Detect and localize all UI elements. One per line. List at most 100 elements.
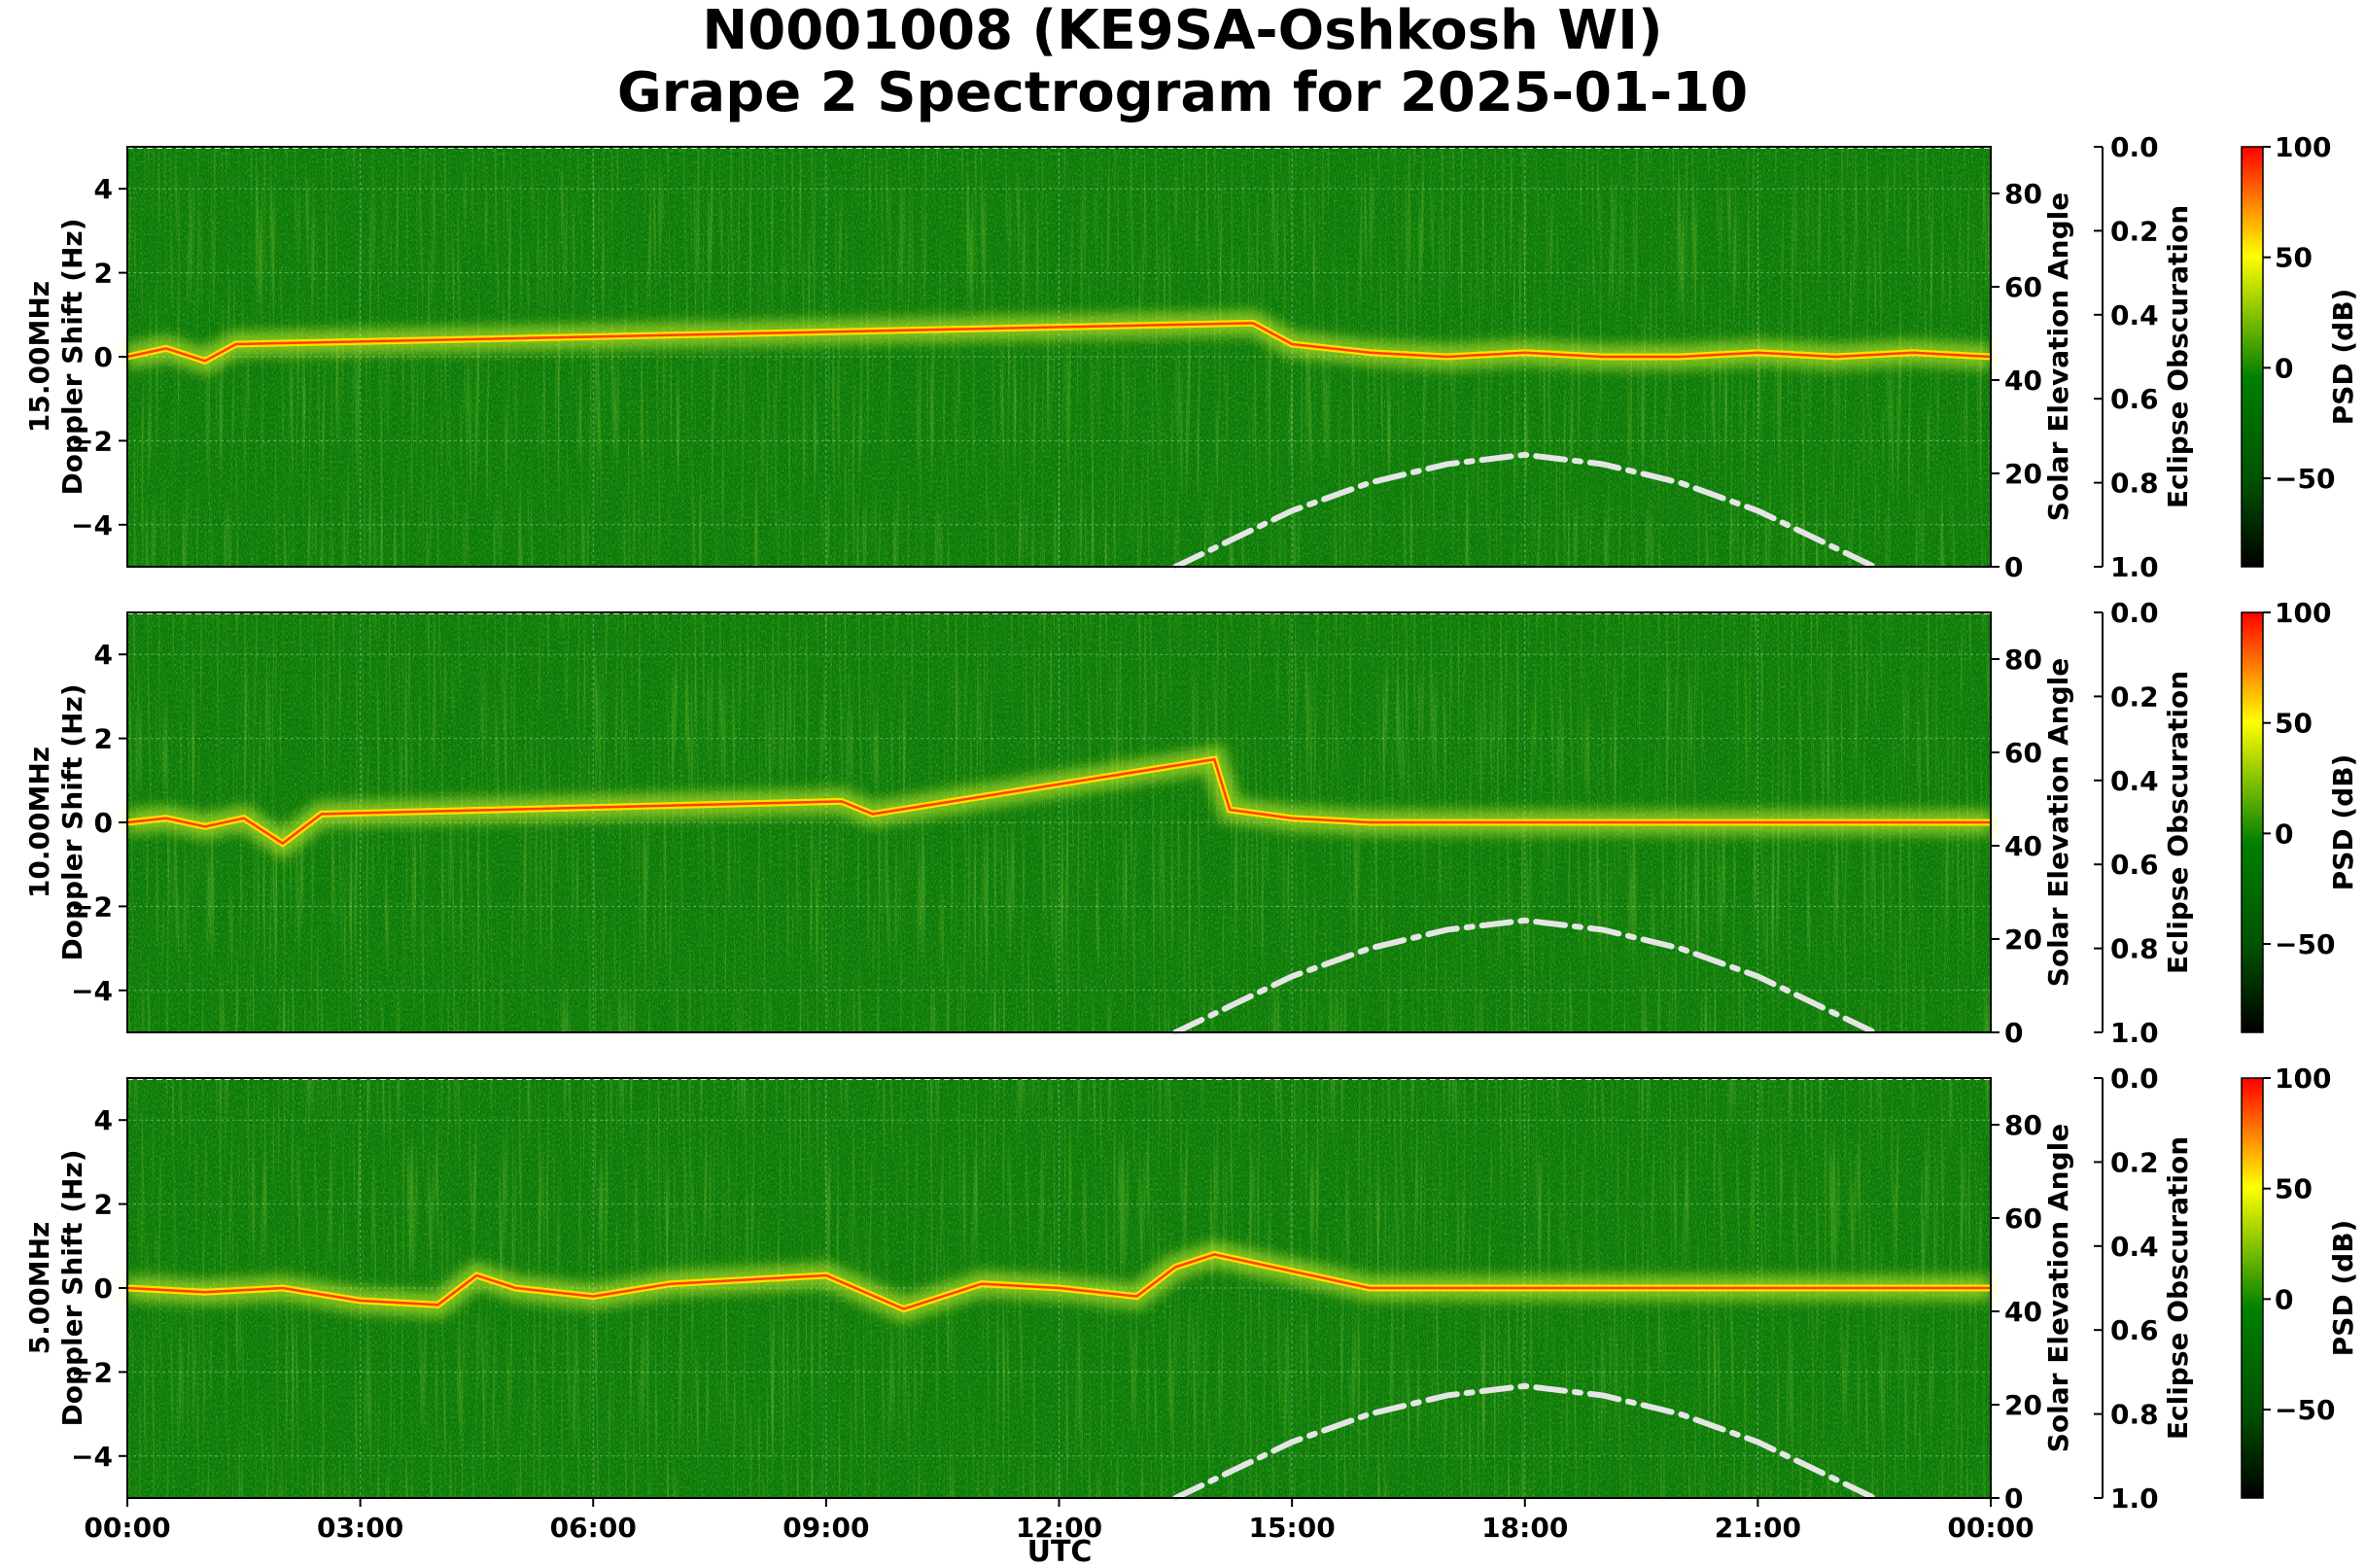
y-tick-label: −4	[71, 509, 113, 541]
eclipse-tick-label: 0.0	[2110, 131, 2159, 163]
right-tick-label: 40	[2004, 1296, 2042, 1328]
eclipse-tick-label: 0.6	[2110, 1314, 2159, 1346]
panel-0: 420−2−415.00MHzDoppler Shift (Hz)8060402…	[23, 131, 2359, 583]
colorbar-tick-label: 0	[2275, 352, 2293, 384]
eclipse-tick-label: 0.6	[2110, 383, 2159, 415]
eclipse-obscuration-label: Eclipse Obscuration	[2162, 1136, 2194, 1440]
right-tick-label: 60	[2004, 1202, 2042, 1235]
right-tick-label: 80	[2004, 644, 2042, 676]
eclipse-tick-label: 0.4	[2110, 1231, 2159, 1263]
y-tick-label: −2	[71, 1356, 113, 1388]
y-axis-label: Doppler Shift (Hz)	[56, 683, 88, 960]
x-tick-label: 06:00	[550, 1512, 637, 1544]
panel-2: 420−2−45.00MHzDoppler Shift (Hz)80604020…	[23, 1063, 2359, 1544]
y-tick-label: −2	[71, 425, 113, 457]
y-tick-label: 4	[94, 639, 113, 671]
y-axis-label: Doppler Shift (Hz)	[56, 218, 88, 495]
colorbar-tick-label: 100	[2275, 131, 2331, 163]
eclipse-tick-label: 0.8	[2110, 1399, 2159, 1431]
solar-elevation-curve	[1172, 917, 1878, 1035]
x-tick-label: 00:00	[84, 1512, 170, 1544]
chart-title: N0001008 (KE9SA-Oshkosh WI) Grape 2 Spec…	[0, 0, 2365, 124]
colorbar-label: PSD (dB)	[2327, 754, 2359, 891]
solar-elevation-label: Solar Elevation Angle	[2042, 1124, 2074, 1452]
eclipse-tick-label: 0.2	[2110, 215, 2159, 247]
eclipse-tick-label: 0.8	[2110, 468, 2159, 500]
eclipse-obscuration-label: Eclipse Obscuration	[2162, 671, 2194, 974]
y-tick-label: 0	[94, 341, 113, 373]
right-tick-label: 60	[2004, 271, 2042, 303]
eclipse-tick-label: 0.2	[2110, 680, 2159, 713]
frequency-label: 15.00MHz	[23, 281, 55, 433]
y-tick-label: 4	[94, 173, 113, 205]
x-tick-label: 00:00	[1947, 1512, 2034, 1544]
right-tick-label: 20	[2004, 1389, 2042, 1421]
colorbar	[2241, 1077, 2264, 1499]
right-tick-label: 80	[2004, 1109, 2042, 1141]
eclipse-tick-label: 0.0	[2110, 597, 2159, 629]
title-line-1: N0001008 (KE9SA-Oshkosh WI)	[702, 0, 1663, 62]
eclipse-tick-label: 0.2	[2110, 1146, 2159, 1178]
y-tick-label: 0	[94, 807, 113, 839]
colorbar-tick-label: 0	[2275, 1283, 2293, 1315]
solar-elevation-curve	[1172, 451, 1878, 570]
frequency-label: 10.00MHz	[23, 747, 55, 898]
eclipse-tick-label: 1.0	[2110, 1017, 2159, 1049]
x-axis-label: UTC	[1027, 1535, 1093, 1568]
eclipse-tick-label: 1.0	[2110, 1482, 2159, 1515]
x-tick-label: 09:00	[783, 1512, 869, 1544]
colorbar-tick-label: 0	[2275, 818, 2293, 850]
right-tick-label: 60	[2004, 737, 2042, 769]
colorbar-tick-label: 100	[2275, 1063, 2331, 1095]
x-tick-label: 15:00	[1249, 1512, 1336, 1544]
colorbar-tick-label: −50	[2275, 928, 2335, 960]
right-tick-label: 80	[2004, 178, 2042, 210]
panel-left-label: 15.00MHzDoppler Shift (Hz)	[23, 218, 88, 495]
right-tick-label: 0	[2004, 551, 2023, 583]
eclipse-tick-label: 0.8	[2110, 933, 2159, 965]
colorbar	[2241, 146, 2264, 568]
eclipse-tick-label: 0.4	[2110, 299, 2159, 331]
carrier-trace	[126, 1253, 1991, 1310]
right-tick-label: 40	[2004, 365, 2042, 397]
colorbar-tick-label: 50	[2275, 708, 2313, 740]
y-tick-label: 2	[94, 723, 113, 755]
eclipse-tick-label: 0.6	[2110, 849, 2159, 881]
x-tick-label: 03:00	[317, 1512, 403, 1544]
y-axis-label: Doppler Shift (Hz)	[56, 1149, 88, 1426]
panel-1: 420−2−410.00MHzDoppler Shift (Hz)8060402…	[23, 597, 2359, 1049]
y-tick-label: 2	[94, 258, 113, 290]
right-tick-label: 0	[2004, 1017, 2023, 1049]
y-tick-label: −2	[71, 890, 113, 923]
solar-elevation-label: Solar Elevation Angle	[2042, 192, 2074, 521]
panel-left-label: 5.00MHzDoppler Shift (Hz)	[23, 1149, 88, 1426]
right-tick-label: 20	[2004, 923, 2042, 956]
y-tick-label: 4	[94, 1104, 113, 1136]
right-tick-label: 20	[2004, 458, 2042, 490]
right-tick-label: 40	[2004, 830, 2042, 862]
colorbar-tick-label: 50	[2275, 242, 2313, 274]
colorbar-label: PSD (dB)	[2327, 289, 2359, 426]
y-tick-label: −4	[71, 1441, 113, 1473]
y-tick-label: −4	[71, 975, 113, 1007]
eclipse-tick-label: 0.0	[2110, 1063, 2159, 1095]
x-tick-label: 12:00	[1016, 1512, 1102, 1544]
eclipse-tick-label: 1.0	[2110, 551, 2159, 583]
frequency-label: 5.00MHz	[23, 1222, 55, 1355]
solar-elevation-label: Solar Elevation Angle	[2042, 658, 2074, 987]
panel-left-label: 10.00MHzDoppler Shift (Hz)	[23, 683, 88, 960]
eclipse-tick-label: 0.4	[2110, 765, 2159, 797]
colorbar-tick-label: 100	[2275, 597, 2331, 629]
solar-elevation-curve	[1172, 1382, 1878, 1501]
x-tick-label: 21:00	[1715, 1512, 1801, 1544]
carrier-trace	[126, 757, 1991, 846]
colorbar-tick-label: −50	[2275, 463, 2335, 495]
colorbar-tick-label: −50	[2275, 1394, 2335, 1426]
eclipse-obscuration-label: Eclipse Obscuration	[2162, 205, 2194, 508]
x-tick-label: 18:00	[1481, 1512, 1568, 1544]
colorbar-tick-label: 50	[2275, 1173, 2313, 1205]
title-line-2: Grape 2 Spectrogram for 2025-01-10	[616, 61, 1749, 124]
right-tick-label: 0	[2004, 1482, 2023, 1515]
y-tick-label: 0	[94, 1272, 113, 1305]
